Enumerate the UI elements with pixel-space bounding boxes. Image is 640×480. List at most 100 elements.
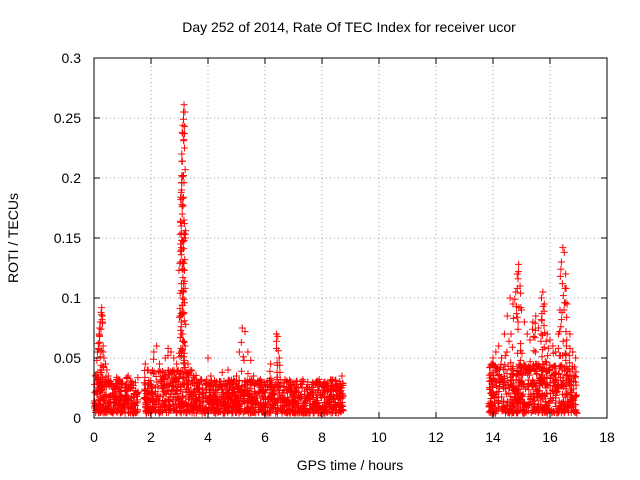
data-point (507, 330, 515, 338)
data-point (100, 354, 108, 362)
data-point (572, 406, 580, 414)
data-point (327, 384, 335, 392)
data-point (181, 108, 189, 116)
data-point (549, 342, 557, 350)
data-point (304, 378, 312, 386)
data-point (198, 402, 206, 410)
data-point (537, 330, 545, 338)
data-point (516, 376, 524, 384)
data-point (499, 381, 507, 389)
data-point (555, 397, 563, 405)
data-point (564, 367, 572, 375)
data-point (96, 353, 104, 361)
data-point (267, 360, 275, 368)
data-point (209, 383, 217, 391)
data-point (133, 392, 141, 400)
data-point (503, 348, 511, 356)
data-point (517, 356, 525, 364)
data-point (112, 402, 120, 410)
data-point (179, 393, 187, 401)
data-point (306, 384, 314, 392)
data-point (552, 362, 560, 370)
data-point (181, 342, 189, 350)
data-point (526, 358, 534, 366)
data-point (534, 391, 542, 399)
data-point (226, 407, 234, 415)
data-point (99, 342, 107, 350)
data-point (549, 364, 557, 372)
data-point (551, 370, 559, 378)
x-axis-label: GPS time / hours (297, 457, 404, 473)
data-point (537, 294, 545, 302)
data-point (145, 381, 153, 389)
data-point (558, 366, 566, 374)
data-point (179, 193, 187, 201)
data-point (298, 384, 306, 392)
data-point (210, 387, 218, 395)
x-tick-label: 4 (204, 429, 212, 445)
data-point (173, 390, 181, 398)
data-point (503, 312, 511, 320)
data-point (559, 337, 567, 345)
data-point (179, 367, 187, 375)
data-point (201, 392, 209, 400)
data-point (111, 395, 119, 403)
data-point (517, 364, 525, 372)
data-point (153, 378, 161, 386)
data-point (572, 368, 580, 376)
data-point (223, 380, 231, 388)
data-point (239, 409, 247, 417)
data-point (546, 336, 554, 344)
data-point (543, 373, 551, 381)
data-point (160, 376, 168, 384)
data-point (566, 330, 574, 338)
data-point (517, 289, 525, 297)
data-point (178, 173, 186, 181)
data-point (181, 220, 189, 228)
grid-lines (94, 58, 607, 418)
data-point (95, 407, 103, 415)
data-point (325, 398, 333, 406)
data-point (546, 398, 554, 406)
data-point (269, 402, 277, 410)
data-point (520, 318, 528, 326)
data-point (562, 350, 570, 358)
data-point (267, 374, 275, 382)
data-point (281, 402, 289, 410)
data-point (179, 265, 187, 273)
data-point (237, 338, 245, 346)
data-point (489, 368, 497, 376)
data-point (178, 150, 186, 158)
data-point (552, 348, 560, 356)
data-point (492, 407, 500, 415)
data-point (527, 409, 535, 417)
data-point (179, 172, 187, 180)
data-point (233, 406, 241, 414)
data-point (494, 403, 502, 411)
y-tick-label: 0.05 (54, 350, 81, 366)
data-point (508, 377, 516, 385)
data-point (198, 384, 206, 392)
data-point (218, 368, 226, 376)
data-point (498, 393, 506, 401)
data-point (566, 359, 574, 367)
data-point (94, 406, 102, 414)
data-point (519, 409, 527, 417)
data-point (91, 400, 99, 408)
data-point (517, 340, 525, 348)
data-point (559, 244, 567, 252)
data-point (282, 408, 290, 416)
data-point (185, 377, 193, 385)
data-point (97, 311, 105, 319)
data-point (562, 299, 570, 307)
data-point (339, 392, 347, 400)
data-point (99, 348, 107, 356)
data-point (193, 396, 201, 404)
data-point (99, 403, 107, 411)
data-point (507, 366, 515, 374)
data-point (261, 396, 269, 404)
data-point (224, 408, 232, 416)
data-point (260, 402, 268, 410)
data-point (497, 363, 505, 371)
data-point (108, 408, 116, 416)
